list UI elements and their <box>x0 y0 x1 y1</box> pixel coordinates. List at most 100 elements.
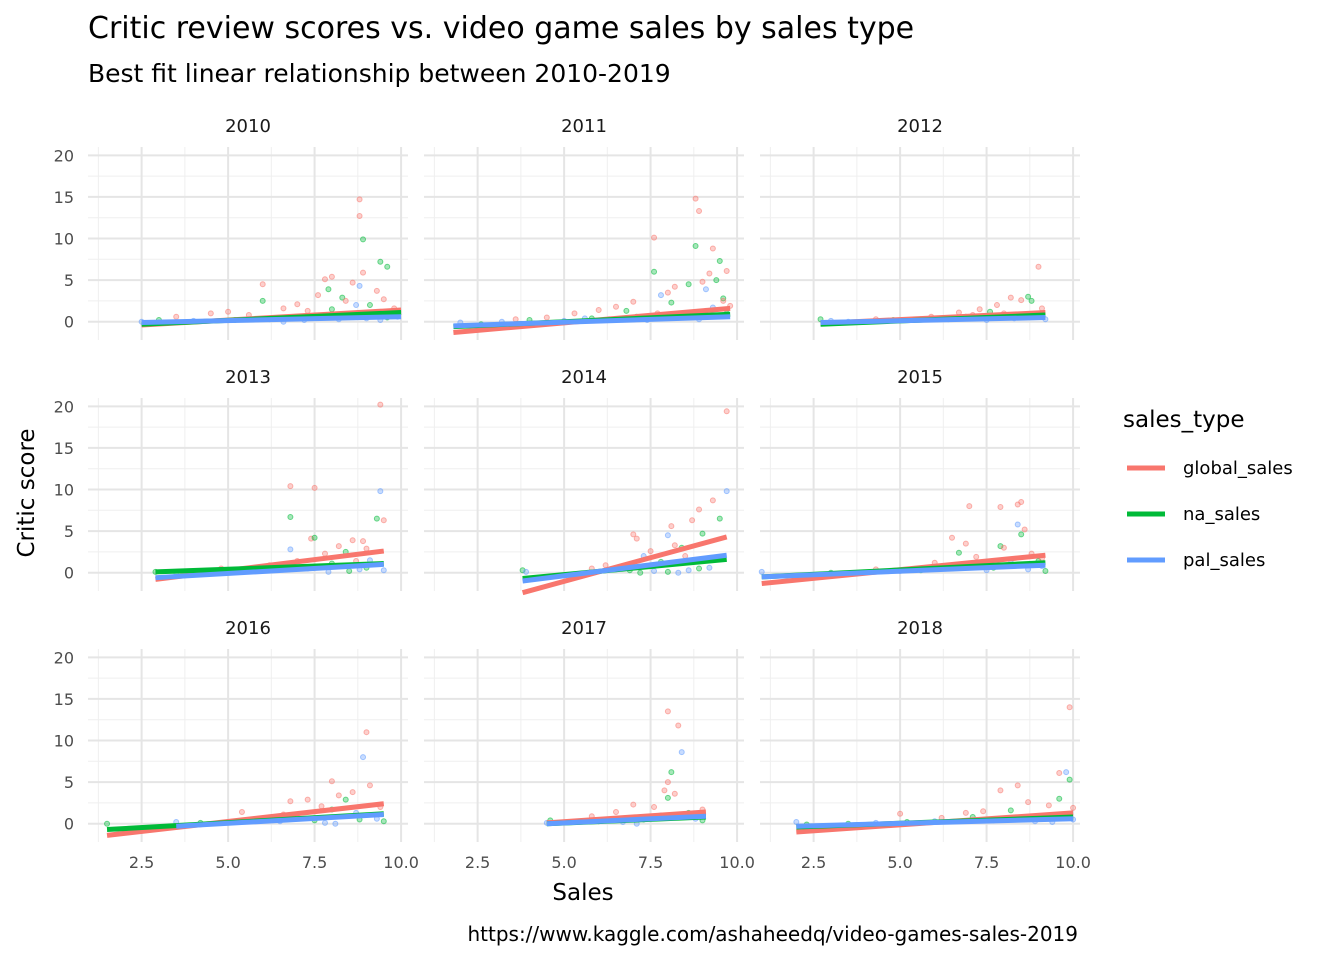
y-tick-label: 15 <box>54 690 74 709</box>
legend-title: sales_type <box>1123 407 1244 433</box>
data-point-global-sales <box>692 195 699 202</box>
data-point-na-sales <box>668 299 675 306</box>
data-point-global-sales <box>897 810 904 817</box>
data-point-global-sales <box>664 779 671 786</box>
y-tick-label: 0 <box>64 564 74 583</box>
data-point-na-sales <box>713 277 720 284</box>
data-point-global-sales <box>997 503 1004 510</box>
x-tick-label: 7.5 <box>638 853 663 872</box>
data-point-na-sales <box>1007 807 1014 814</box>
data-point-na-sales <box>373 515 380 522</box>
data-point-pal-sales <box>332 820 339 827</box>
data-point-pal-sales <box>706 564 713 571</box>
data-point-global-sales <box>349 789 356 796</box>
data-point-global-sales <box>380 517 387 524</box>
chart-title: Critic review scores vs. video game sale… <box>88 11 914 46</box>
data-point-na-sales <box>685 281 692 288</box>
x-tick-label: 5.0 <box>887 853 912 872</box>
data-point-global-sales <box>543 314 550 321</box>
fit-line-pal-sales <box>155 561 384 581</box>
y-tick-label: 15 <box>54 188 74 207</box>
data-point-global-sales <box>287 798 294 805</box>
data-point-global-sales <box>613 303 619 310</box>
x-tick-label: 10.0 <box>383 853 419 872</box>
x-tick-label: 5.0 <box>551 853 576 872</box>
data-point-global-sales <box>318 803 325 810</box>
data-point-na-sales <box>259 297 266 304</box>
x-axis-title: Sales <box>552 880 613 906</box>
data-point-pal-sales <box>1063 769 1070 776</box>
data-point-global-sales <box>377 401 384 408</box>
data-point-global-sales <box>1021 526 1028 533</box>
y-tick-label: 0 <box>64 313 74 332</box>
data-point-na-sales <box>1025 293 1032 300</box>
y-tick-label: 15 <box>54 439 74 458</box>
data-point-global-sales <box>671 542 678 549</box>
data-point-pal-sales <box>353 302 360 309</box>
x-tick-label: 7.5 <box>302 853 327 872</box>
facet-strip-label: 2013 <box>225 367 271 388</box>
data-point-pal-sales <box>651 568 658 575</box>
data-point-na-sales <box>366 302 373 309</box>
data-point-global-sales <box>1066 704 1073 711</box>
data-point-pal-sales <box>356 282 363 289</box>
data-point-global-sales <box>949 534 955 541</box>
data-point-global-sales <box>259 281 266 288</box>
data-point-global-sales <box>709 497 716 504</box>
x-tick-label: 7.5 <box>974 853 999 872</box>
data-point-global-sales <box>613 809 619 816</box>
data-point-global-sales <box>664 708 671 715</box>
data-point-global-sales <box>173 313 180 320</box>
fit-line-pal-sales <box>546 813 707 827</box>
legend: sales_type global_sales na_sales pal_sales <box>1123 407 1293 571</box>
chart-caption: https://www.kaggle.com/ashaheedq/video-g… <box>467 922 1078 946</box>
y-tick-label: 20 <box>54 397 74 416</box>
data-point-global-sales <box>335 792 342 799</box>
data-point-global-sales <box>661 787 668 794</box>
y-tick-label: 5 <box>64 773 74 792</box>
y-tick-label: 20 <box>54 648 74 667</box>
fit-line-pal-sales <box>522 552 728 584</box>
data-point-global-sales <box>1000 544 1007 551</box>
facet-strip-label: 2017 <box>561 618 607 639</box>
data-point-global-sales <box>633 535 640 542</box>
data-point-global-sales <box>706 270 713 277</box>
data-point-global-sales <box>962 540 969 547</box>
data-point-pal-sales <box>675 569 682 576</box>
facet-strip-label: 2011 <box>561 116 607 137</box>
x-tick-label: 10.0 <box>719 853 755 872</box>
data-point-global-sales <box>373 287 380 294</box>
fit-line-global-sales <box>521 534 728 596</box>
facet-panel-2011: 2011 <box>424 116 744 340</box>
data-point-global-sales <box>356 213 363 220</box>
data-point-global-sales <box>966 503 973 510</box>
data-point-global-sales <box>512 316 519 323</box>
facet-panel-2010: 2010 0 5 10 15 20 <box>54 116 408 340</box>
data-point-global-sales <box>225 308 232 315</box>
facet-strip-label: 2015 <box>897 367 943 388</box>
facet-panel-2012: 2012 <box>760 116 1080 340</box>
data-point-pal-sales <box>723 488 730 495</box>
data-point-na-sales <box>623 307 630 314</box>
data-point-na-sales <box>1056 795 1063 802</box>
data-point-global-sales <box>207 310 214 317</box>
data-point-global-sales <box>342 297 349 304</box>
facet-panel-2016: 2016 0 5 10 15 20 2.5 5.0 7.5 10.0 <box>54 618 419 872</box>
data-point-global-sales <box>1018 297 1025 304</box>
data-point-global-sales <box>366 782 373 789</box>
data-point-na-sales <box>716 257 723 264</box>
data-point-global-sales <box>349 279 356 286</box>
data-point-global-sales <box>380 296 387 303</box>
legend-label: pal_sales <box>1183 550 1265 571</box>
data-point-global-sales <box>328 273 335 280</box>
facet-strip-label: 2018 <box>897 618 943 639</box>
data-point-pal-sales <box>685 567 692 574</box>
x-tick-label: 2.5 <box>129 853 154 872</box>
data-point-global-sales <box>321 276 328 283</box>
data-point-pal-sales <box>702 286 709 293</box>
data-point-na-sales <box>346 568 353 575</box>
data-point-pal-sales <box>664 532 671 539</box>
y-tick-label: 10 <box>54 481 74 500</box>
facet-panel-2014: 2014 <box>424 367 744 596</box>
